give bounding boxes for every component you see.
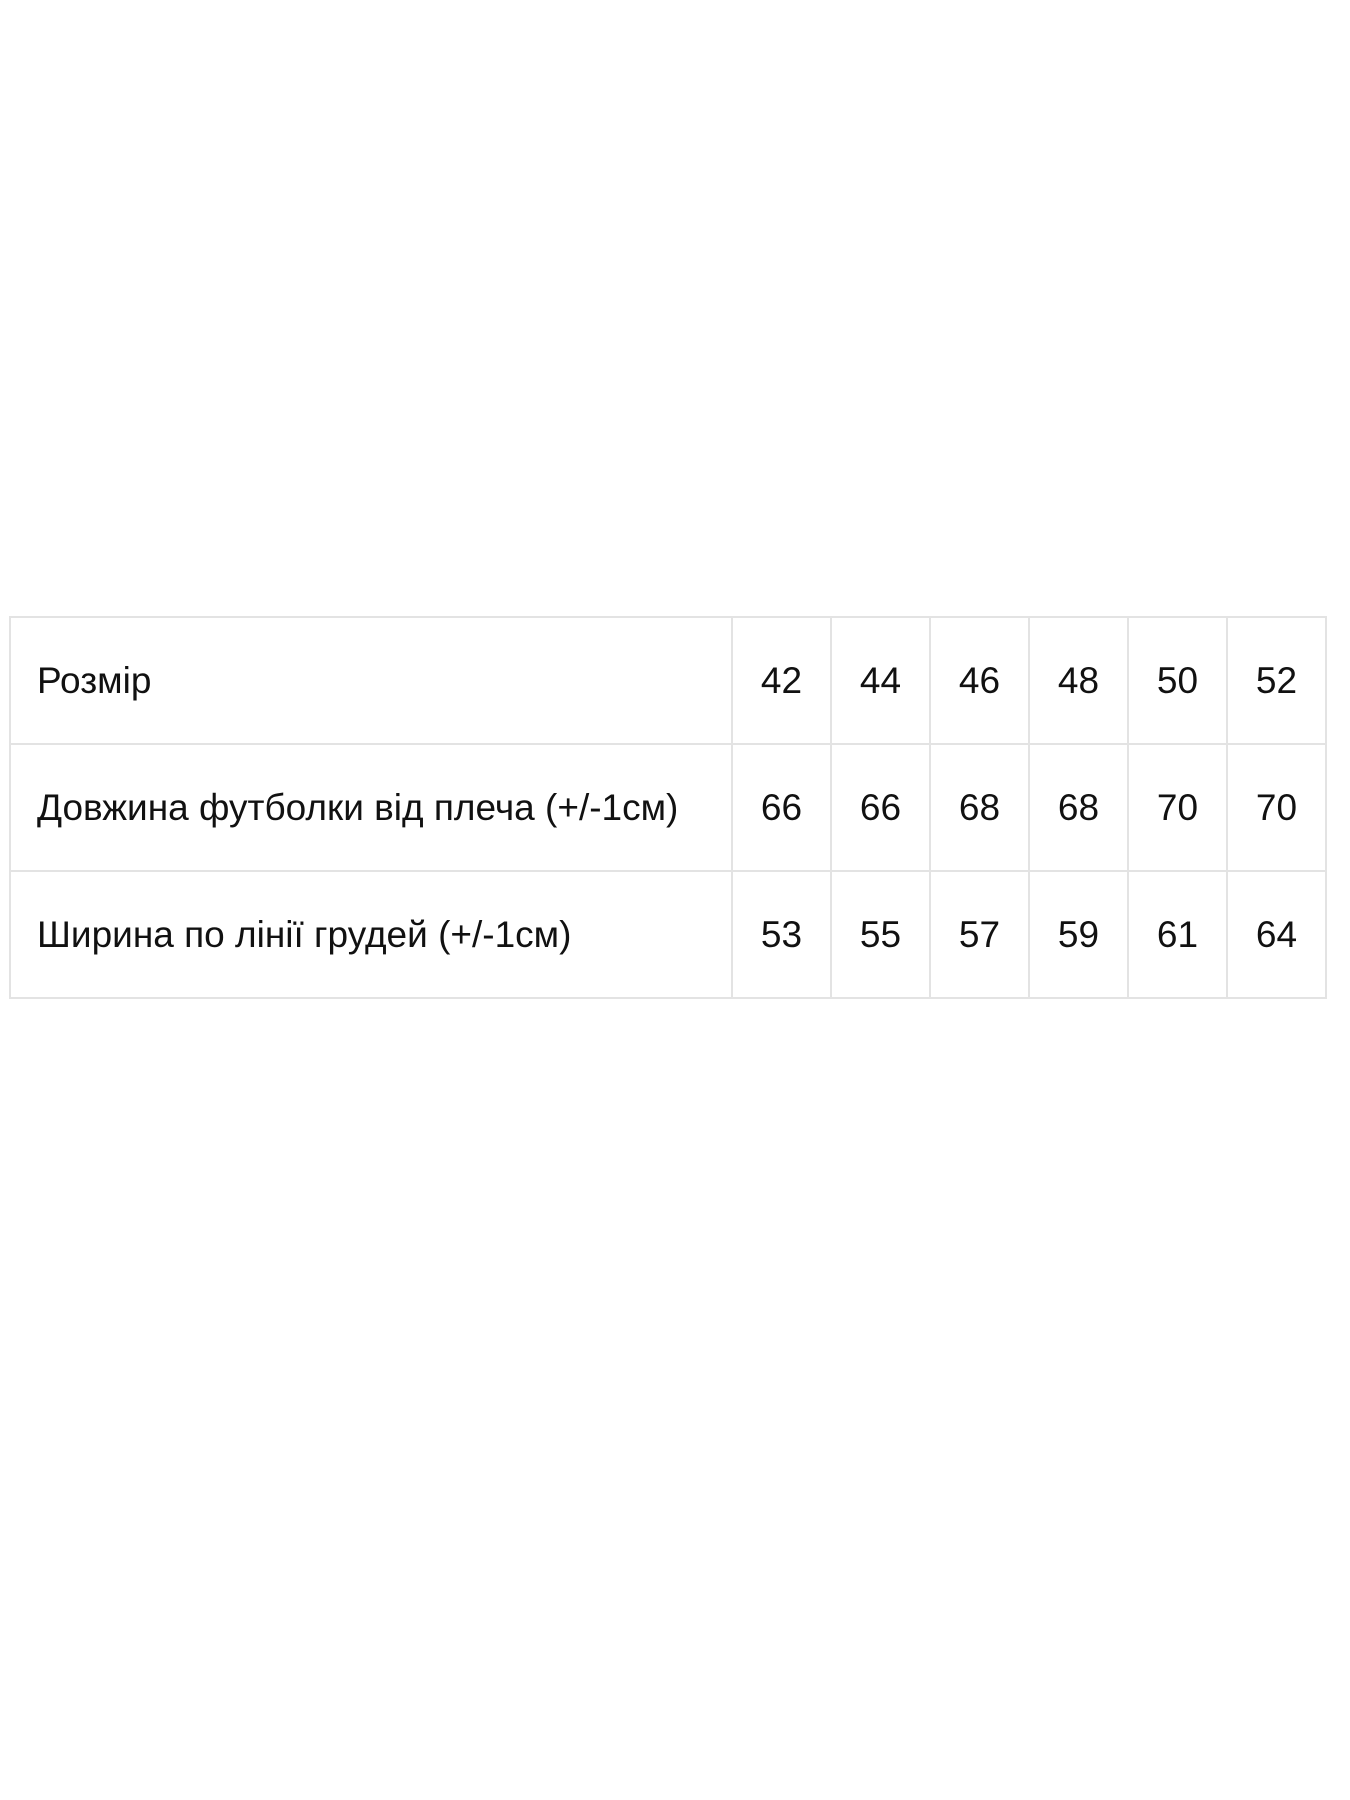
- value-cell: 61: [1127, 870, 1228, 999]
- size-cell: 52: [1226, 616, 1327, 745]
- value-cell: 57: [929, 870, 1030, 999]
- value-cell: 53: [731, 870, 832, 999]
- table-row-chest-width: Ширина по лінії грудей (+/-1см) 53 55 57…: [9, 870, 1327, 999]
- value-cell: 55: [830, 870, 931, 999]
- value-cell: 66: [731, 743, 832, 872]
- value-cell: 70: [1127, 743, 1228, 872]
- value-cell: 68: [929, 743, 1030, 872]
- size-cell: 50: [1127, 616, 1228, 745]
- value-cell: 68: [1028, 743, 1129, 872]
- size-table: Розмір 42 44 46 48 50 52 Довжина футболк…: [9, 616, 1327, 999]
- row-label: Розмір: [9, 616, 733, 745]
- size-cell: 48: [1028, 616, 1129, 745]
- table-row-length: Довжина футболки від плеча (+/-1см) 66 6…: [9, 743, 1327, 872]
- size-cell: 44: [830, 616, 931, 745]
- value-cell: 59: [1028, 870, 1129, 999]
- row-label: Ширина по лінії грудей (+/-1см): [9, 870, 733, 999]
- value-cell: 66: [830, 743, 931, 872]
- table-row-size: Розмір 42 44 46 48 50 52: [9, 616, 1327, 745]
- size-cell: 42: [731, 616, 832, 745]
- value-cell: 64: [1226, 870, 1327, 999]
- size-cell: 46: [929, 616, 1030, 745]
- value-cell: 70: [1226, 743, 1327, 872]
- row-label: Довжина футболки від плеча (+/-1см): [9, 743, 733, 872]
